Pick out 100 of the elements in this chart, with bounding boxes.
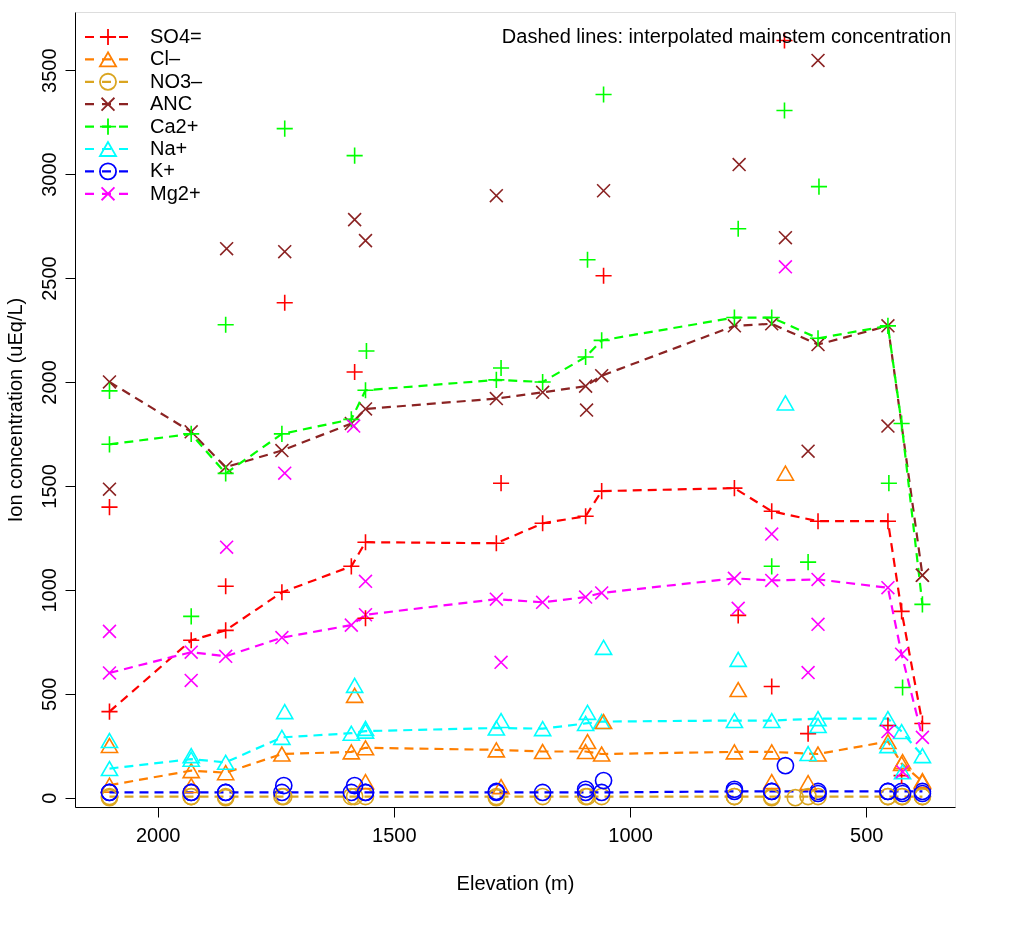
point: [762, 502, 781, 521]
point: [578, 250, 597, 269]
point: [345, 146, 364, 165]
point: [592, 331, 611, 350]
point: [879, 737, 897, 754]
point: [342, 783, 361, 802]
point: [356, 609, 375, 628]
point: [218, 649, 233, 664]
point: [275, 119, 294, 138]
point: [730, 601, 746, 616]
point: [775, 101, 794, 120]
point: [102, 665, 117, 681]
y-tick-label: 1000: [37, 568, 60, 613]
point: [799, 787, 817, 806]
point: [182, 777, 201, 794]
point: [576, 743, 595, 760]
point: [487, 720, 506, 736]
point: [216, 315, 235, 334]
point: [893, 678, 912, 697]
y-tick-label: 500: [37, 677, 60, 711]
point: [493, 655, 509, 670]
point: [100, 737, 119, 754]
point: [358, 401, 373, 417]
point: [218, 459, 233, 475]
point: [725, 479, 744, 498]
point: [182, 747, 201, 764]
point: [492, 712, 510, 729]
point: [776, 465, 795, 481]
point: [594, 585, 609, 601]
point: [345, 687, 364, 704]
point: [344, 617, 359, 633]
point: [102, 624, 117, 639]
point: [809, 710, 827, 727]
point: [277, 244, 292, 259]
point: [345, 776, 364, 795]
point: [347, 212, 362, 227]
y-axis-title: Ion concentration (uEq/L): [3, 297, 26, 523]
point: [786, 788, 805, 807]
point: [799, 553, 817, 572]
x-tick-label: 1000: [608, 823, 653, 846]
point: [342, 744, 361, 760]
legend-label: K+: [150, 159, 176, 182]
point: [762, 712, 781, 729]
point: [592, 787, 611, 806]
point: [356, 381, 375, 400]
point: [778, 259, 793, 275]
point: [799, 724, 817, 743]
point: [799, 774, 817, 791]
x-tick-label: 2000: [135, 823, 181, 846]
point: [358, 607, 373, 622]
point: [810, 177, 828, 196]
point: [727, 318, 742, 334]
point: [182, 631, 201, 650]
point: [492, 474, 510, 493]
legend-label: SO4=: [150, 25, 202, 47]
x-tick-label: 500: [850, 823, 884, 846]
x-axis-title: Elevation (m): [456, 871, 575, 894]
point: [533, 373, 552, 391]
point: [216, 464, 235, 483]
point: [879, 716, 897, 735]
point: [594, 266, 613, 285]
point: [356, 773, 375, 790]
point: [219, 241, 234, 256]
point: [357, 342, 376, 360]
point: [342, 725, 361, 741]
point: [764, 316, 779, 332]
point: [592, 783, 611, 802]
point: [274, 776, 293, 795]
point: [102, 374, 117, 390]
point: [915, 730, 930, 745]
point: [764, 573, 779, 588]
point: [100, 435, 119, 454]
legend-label: Na+: [150, 137, 188, 159]
point: [216, 621, 235, 640]
point: [578, 589, 593, 605]
point: [489, 591, 504, 607]
point: [810, 337, 826, 352]
point: [727, 571, 742, 586]
point: [809, 746, 827, 762]
point: [809, 717, 827, 734]
y-tick-label: 2000: [37, 360, 60, 405]
point: [576, 715, 595, 732]
y-tick-label: 3000: [37, 152, 60, 197]
point: [345, 677, 364, 694]
point: [487, 371, 506, 389]
point: [594, 85, 613, 104]
point: [762, 744, 781, 760]
legend-label: Mg2+: [150, 181, 201, 204]
point: [275, 703, 294, 720]
point: [762, 677, 781, 696]
point: [810, 617, 826, 632]
point: [729, 651, 748, 668]
point: [594, 771, 613, 790]
point: [729, 681, 748, 698]
y-tick-label: 3500: [37, 48, 60, 93]
point: [579, 402, 594, 418]
point: [533, 720, 552, 737]
point: [273, 583, 291, 602]
point: [273, 746, 291, 762]
point: [342, 410, 361, 429]
